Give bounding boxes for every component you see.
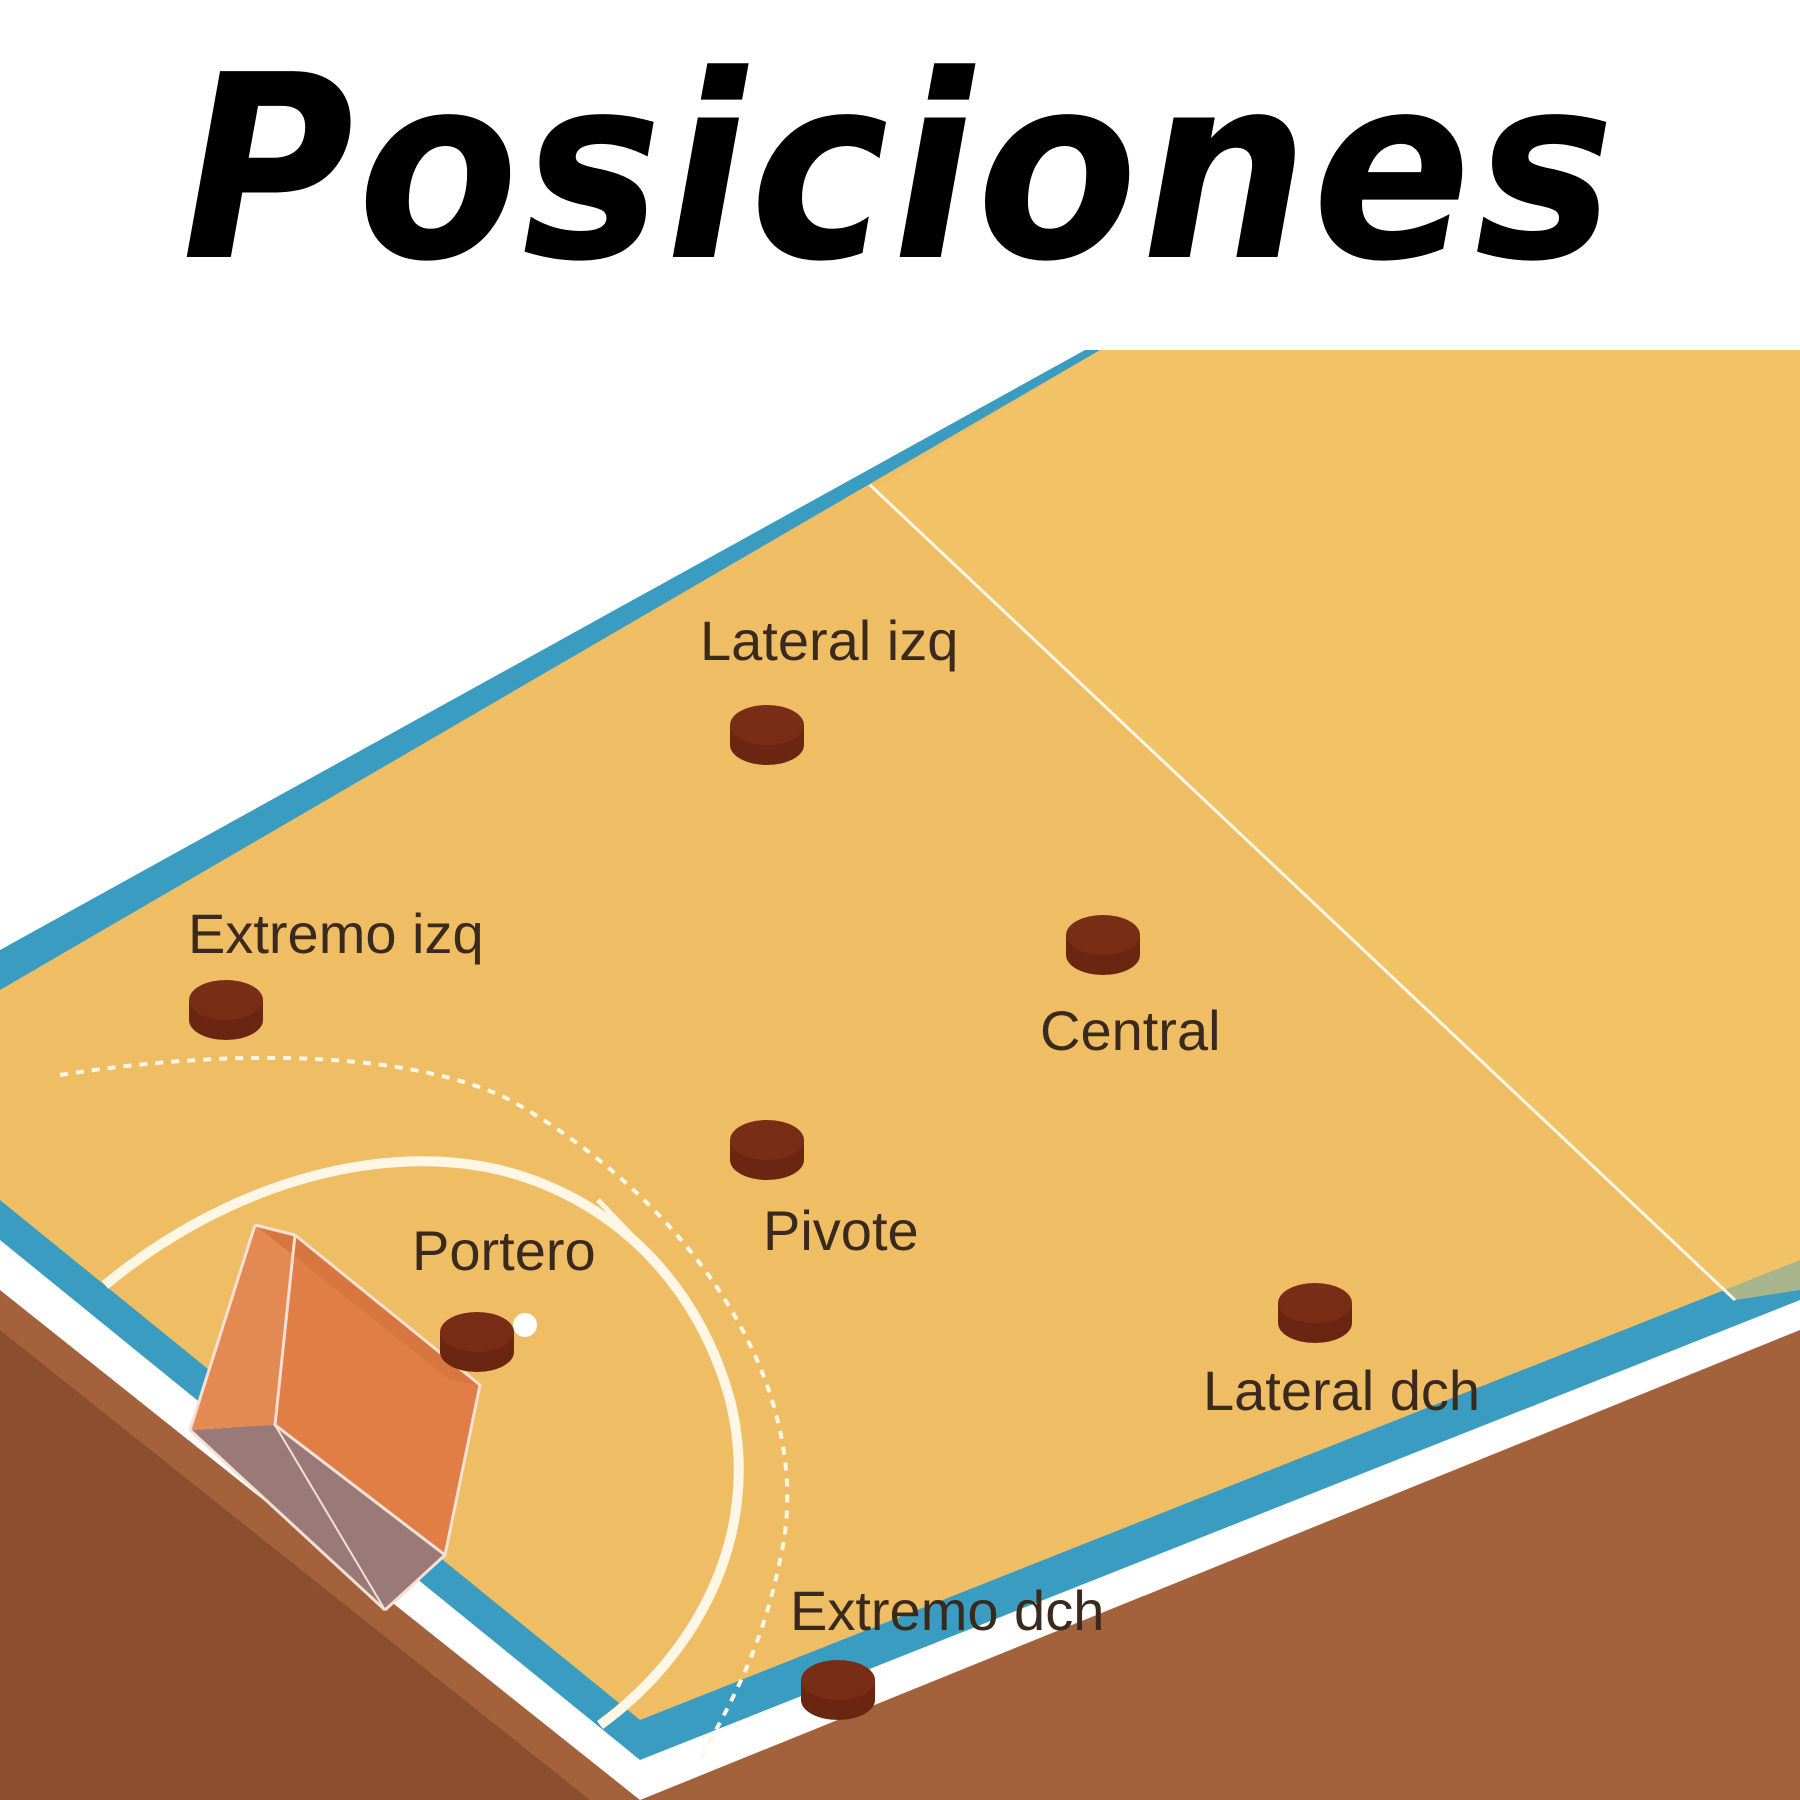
ball xyxy=(513,1313,537,1337)
court-base-shadow xyxy=(0,1330,590,1800)
player-lateral-dch xyxy=(1278,1283,1352,1343)
label-extremo-izq: Extremo izq xyxy=(188,902,484,965)
player-extremo-dch xyxy=(801,1660,875,1720)
court-base-right xyxy=(640,1330,1800,1800)
label-extremo-dch: Extremo dch xyxy=(790,1579,1104,1642)
seven-meter-mark xyxy=(596,1198,662,1267)
goal xyxy=(188,1223,482,1612)
label-lateral-dch: Lateral dch xyxy=(1203,1359,1480,1422)
player-extremo-izq xyxy=(189,980,263,1040)
page-title: Posiciones xyxy=(181,21,1619,318)
label-pivote: Pivote xyxy=(763,1199,919,1262)
player-lateral-izq xyxy=(730,705,804,765)
center-line xyxy=(868,483,1737,1302)
label-lateral-izq: Lateral izq xyxy=(700,609,958,672)
label-portero: Portero xyxy=(412,1219,596,1282)
player-central xyxy=(1066,915,1140,975)
player-portero xyxy=(440,1312,514,1372)
free-throw-line xyxy=(59,1055,790,1761)
label-central: Central xyxy=(1040,999,1221,1062)
player-pivote xyxy=(730,1120,804,1180)
court-surface-right xyxy=(875,350,1800,1300)
